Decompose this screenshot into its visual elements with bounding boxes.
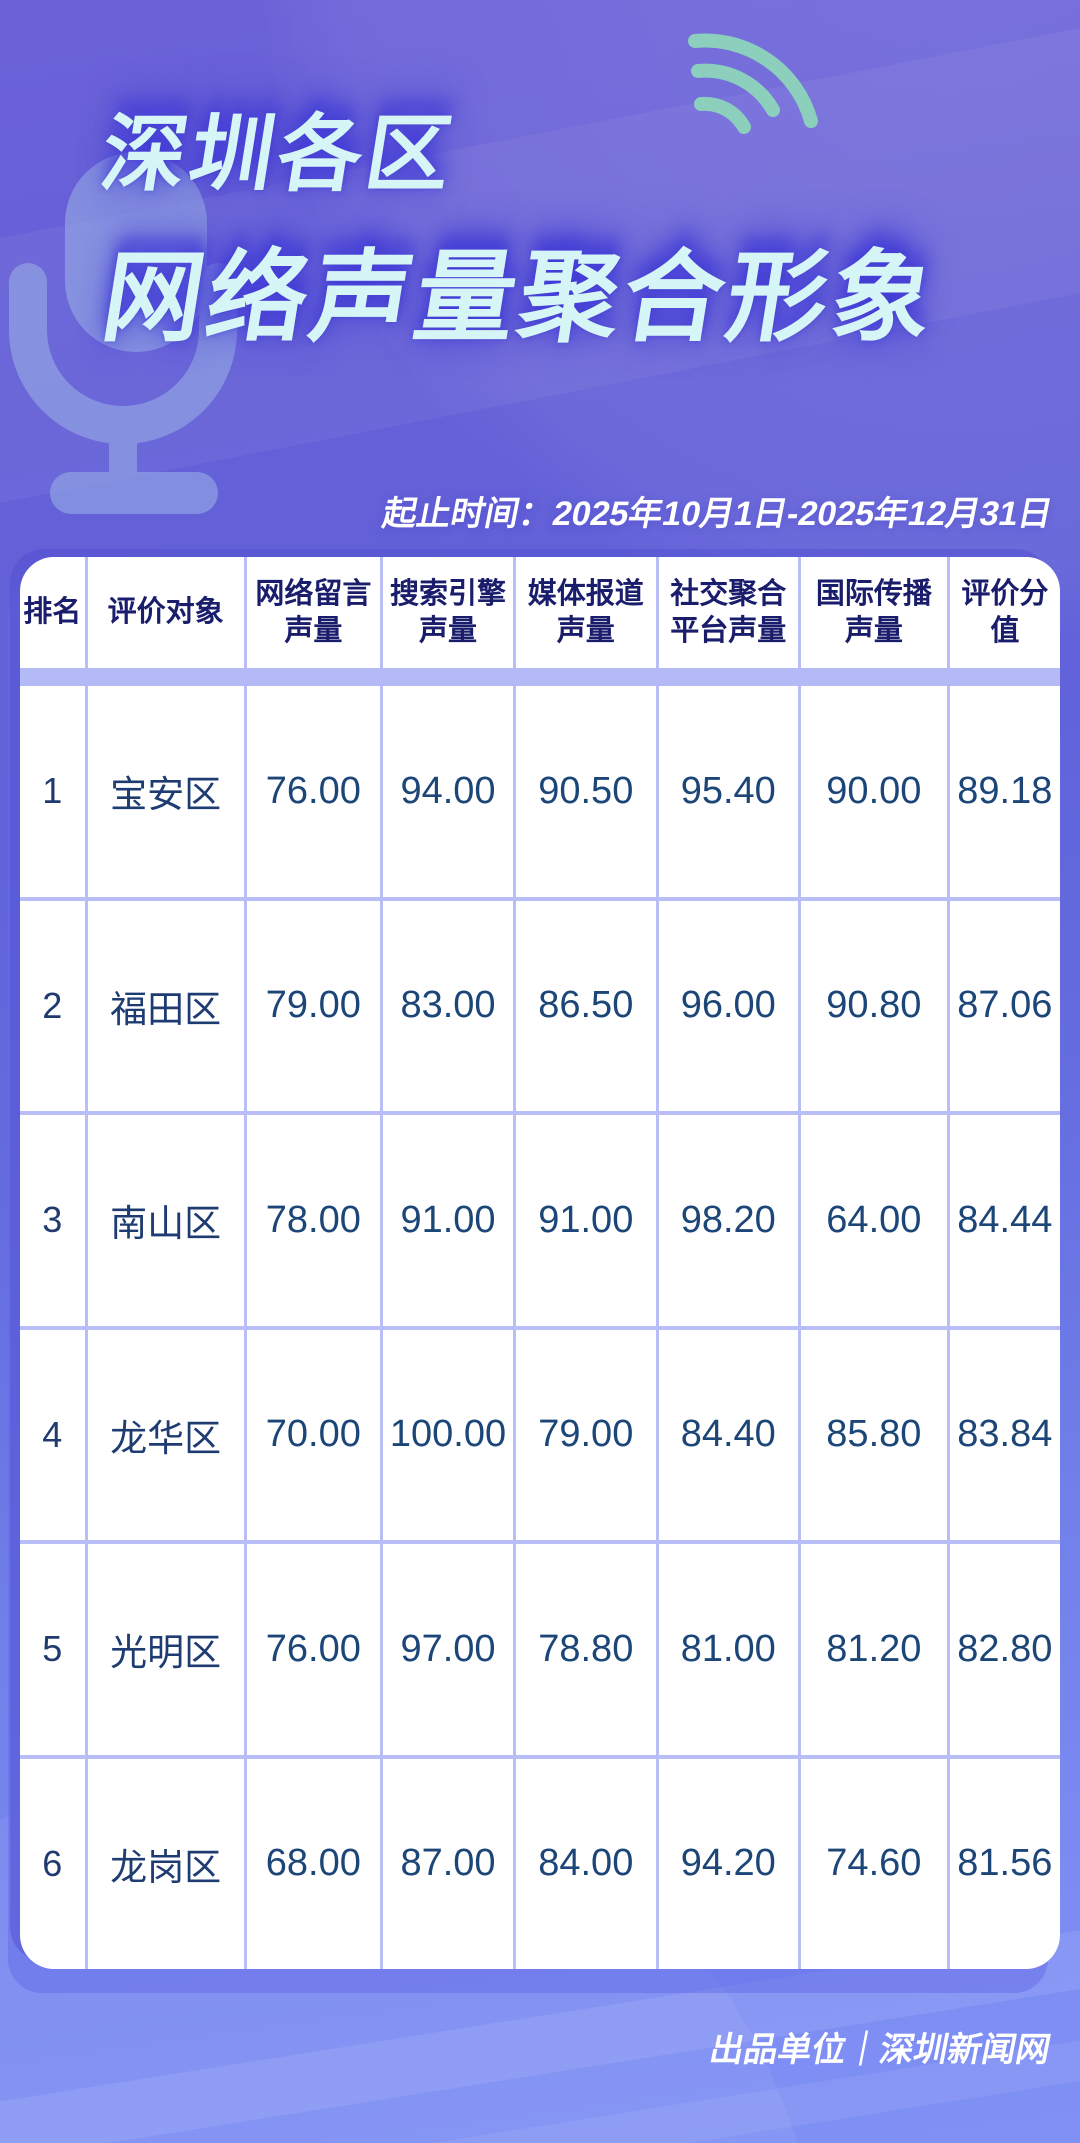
value-cell: 74.60 [801, 1758, 950, 1969]
value-cell: 100.00 [383, 1329, 517, 1540]
header-separator-bar [20, 668, 1060, 686]
table-header-row: 排名 评价对象 网络留言 声量 搜索引擎 声量 媒体报道 声量 社交聚合 平台声量 国际传播… [20, 557, 1060, 668]
value-cell: 87.00 [383, 1758, 517, 1969]
column-header: 评价分值 [961, 578, 1049, 647]
value-cell: 84.40 [659, 1329, 801, 1540]
column-header: 排名 [20, 557, 88, 668]
value-cell: 81.00 [659, 1544, 801, 1755]
value-cell: 94.20 [659, 1758, 801, 1969]
value-cell: 79.00 [516, 1329, 659, 1540]
data-table-card: 排名 评价对象 网络留言 声量 搜索引擎 声量 媒体报道 声量 社交聚合 平台声量 国际传播… [20, 557, 1060, 1969]
value-cell: 89.18 [957, 769, 1053, 812]
value-cell: 78.00 [247, 1115, 383, 1326]
column-header: 评价对象 [88, 557, 247, 668]
value-cell: 68.00 [247, 1758, 383, 1969]
rank-cell: 5 [20, 1544, 88, 1755]
table-row: 6 龙岗区 68.00 87.00 84.00 94.20 74.60 81.56 [20, 1758, 1060, 1969]
value-cell: 81.56 [957, 1842, 1053, 1885]
rank-cell: 2 [20, 900, 88, 1111]
value-cell: 97.00 [383, 1544, 517, 1755]
value-cell: 79.00 [247, 900, 383, 1111]
district-cell: 龙岗区 [88, 1758, 247, 1969]
poster-title-line1: 深圳各区 [95, 107, 463, 201]
value-cell: 87.06 [957, 984, 1053, 1027]
table-row: 3 南山区 78.00 91.00 91.00 98.20 64.00 84.44 [20, 1115, 1060, 1330]
date-range-text: 起止时间：2025年10月1日-2025年12月31日 [379, 495, 1056, 533]
district-cell: 光明区 [88, 1544, 247, 1755]
value-cell: 76.00 [247, 686, 383, 897]
signal-arcs-icon [688, 33, 818, 134]
value-cell: 64.00 [801, 1115, 950, 1326]
column-header: 国际传播 声量 [801, 557, 950, 668]
value-cell: 91.00 [383, 1115, 517, 1326]
value-cell: 98.20 [659, 1115, 801, 1326]
district-cell: 福田区 [88, 900, 247, 1111]
value-cell: 81.20 [801, 1544, 950, 1755]
value-cell: 84.00 [516, 1758, 659, 1969]
value-cell: 84.44 [957, 1198, 1053, 1241]
value-cell: 82.80 [957, 1627, 1053, 1670]
value-cell: 70.00 [247, 1329, 383, 1540]
district-cell: 宝安区 [88, 686, 247, 897]
value-cell: 85.80 [801, 1329, 950, 1540]
value-cell: 78.80 [516, 1544, 659, 1755]
value-cell: 83.84 [957, 1413, 1053, 1456]
value-cell: 94.00 [383, 686, 517, 897]
district-cell: 南山区 [88, 1115, 247, 1326]
value-cell: 96.00 [659, 900, 801, 1111]
value-cell: 76.00 [247, 1544, 383, 1755]
value-cell: 86.50 [516, 900, 659, 1111]
value-cell: 91.00 [516, 1115, 659, 1326]
poster-title-line2: 网络声量聚合形象 [95, 242, 945, 354]
microphone-icon [8, 152, 237, 514]
column-header: 社交聚合 平台声量 [659, 557, 801, 668]
rank-cell: 4 [20, 1329, 88, 1540]
value-cell: 95.40 [659, 686, 801, 897]
column-header: 搜索引擎 声量 [383, 557, 517, 668]
column-header: 网络留言 声量 [247, 557, 383, 668]
footer-credit: 出品单位｜深圳新闻网 [706, 2031, 1054, 2069]
table-body: 1 宝安区 76.00 94.00 90.50 95.40 90.00 89.18 2 福田区 79… [20, 686, 1060, 1969]
value-cell: 90.80 [801, 900, 950, 1111]
value-cell: 90.00 [801, 686, 950, 897]
value-cell: 90.50 [516, 686, 659, 897]
district-cell: 龙华区 [88, 1329, 247, 1540]
rank-cell: 1 [20, 686, 88, 897]
column-header: 媒体报道 声量 [516, 557, 659, 668]
rank-cell: 6 [20, 1758, 88, 1969]
table-row: 1 宝安区 76.00 94.00 90.50 95.40 90.00 89.18 [20, 686, 1060, 901]
table-row: 2 福田区 79.00 83.00 86.50 96.00 90.80 87.06 [20, 900, 1060, 1115]
rank-cell: 3 [20, 1115, 88, 1326]
value-cell: 83.00 [383, 900, 517, 1111]
table-row: 4 龙华区 70.00 100.00 79.00 84.40 85.80 83.84 [20, 1329, 1060, 1544]
table-row: 5 光明区 76.00 97.00 78.80 81.00 81.20 82.80 [20, 1544, 1060, 1759]
